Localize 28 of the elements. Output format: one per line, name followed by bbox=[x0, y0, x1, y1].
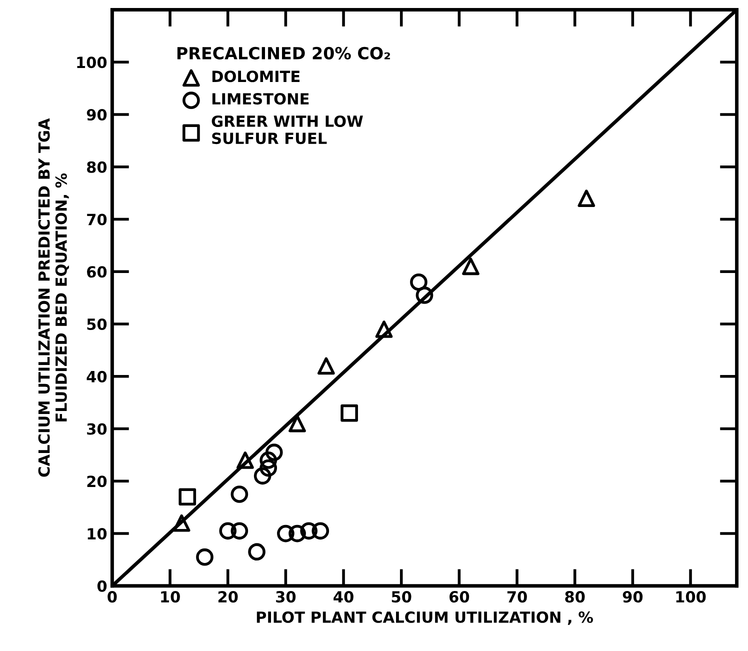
x-tick-label: 100 bbox=[676, 591, 706, 603]
x-tick-label: 50 bbox=[392, 591, 412, 603]
x-tick-label: 0 bbox=[108, 591, 117, 603]
x-tick-label: 70 bbox=[507, 591, 527, 603]
y-tick-label: 70 bbox=[87, 214, 107, 226]
y-tick-label: 10 bbox=[88, 528, 107, 540]
legend-title: PRECALCINED 20% CO₂ bbox=[177, 46, 390, 60]
x-tick-label: 10 bbox=[161, 591, 180, 603]
legend-label: DOLOMITE bbox=[212, 70, 300, 82]
x-tick-label: 80 bbox=[565, 591, 585, 603]
legend-label: GREER WITH LOW SULFUR FUEL bbox=[212, 115, 363, 144]
legend-label: LIMESTONE bbox=[212, 93, 309, 105]
y-axis-title: CALCIUM UTILIZATION PREDICTED BY TGA FLUIDIZED BED EQUATION, % bbox=[38, 118, 69, 477]
x-tick-label: 90 bbox=[622, 591, 643, 603]
y-tick-label: 30 bbox=[87, 423, 107, 435]
y-tick-label: 100 bbox=[77, 56, 107, 68]
x-tick-label: 40 bbox=[334, 591, 354, 603]
y-tick-label: 50 bbox=[87, 318, 107, 330]
x-axis-title: PILOT PLANT CALCIUM UTILIZATION , % bbox=[256, 611, 593, 625]
y-tick-label: 0 bbox=[97, 580, 107, 592]
y-tick-label: 90 bbox=[86, 108, 107, 121]
x-tick-label: 60 bbox=[450, 591, 470, 603]
y-tick-label: 20 bbox=[87, 476, 107, 488]
y-tick-label: 40 bbox=[86, 370, 107, 382]
y-tick-label: 80 bbox=[87, 161, 107, 173]
x-tick-label: 20 bbox=[218, 591, 238, 603]
y-tick-label: 60 bbox=[87, 266, 107, 278]
x-tick-label: 30 bbox=[276, 591, 296, 603]
